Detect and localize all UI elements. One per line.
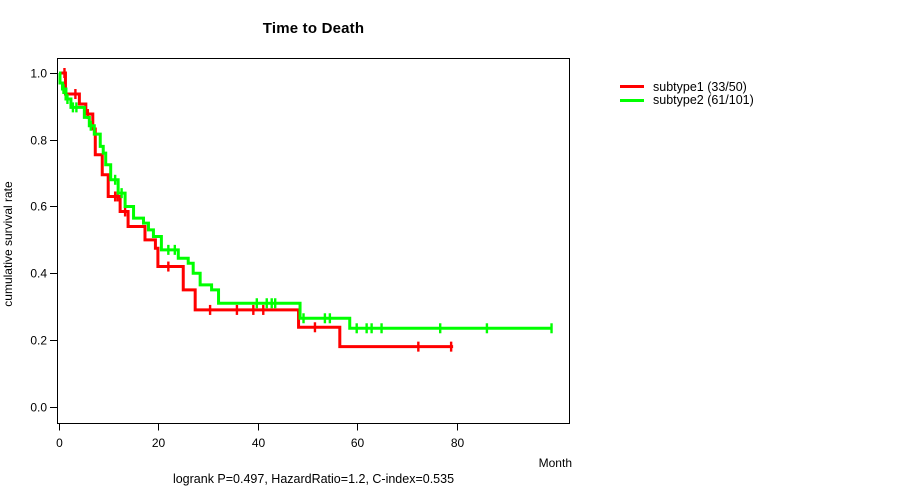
y-tick-label: 0.6 (30, 200, 47, 214)
y-tick-label: 1.0 (30, 67, 47, 81)
x-tick-label: 20 (152, 436, 166, 450)
plot-box (57, 58, 570, 424)
x-axis-title: Month (538, 456, 572, 470)
curve-subtype2 (58, 71, 552, 330)
x-tick-label: 80 (451, 436, 465, 450)
x-tick-label: 40 (252, 436, 266, 450)
legend-label: subtype1 (33/50) (653, 79, 747, 94)
y-tick-label: 0.4 (30, 267, 47, 281)
legend-item-subtype2: subtype2 (61/101) (620, 93, 754, 108)
x-tick-label: 60 (351, 436, 365, 450)
legend-item-subtype1: subtype1 (33/50) (620, 80, 754, 94)
legend-label: subtype2 (61/101) (653, 93, 754, 108)
subtype1-line-swatch (620, 85, 644, 89)
subtype2-line-swatch (620, 98, 644, 102)
y-axis-title: cumulative survival rate (1, 181, 15, 307)
y-tick-label: 0.0 (30, 401, 47, 415)
y-tick-label: 0.8 (30, 134, 47, 148)
legend: subtype1 (33/50) subtype2 (61/101) (620, 80, 754, 107)
x-tick-label: 0 (56, 436, 63, 450)
y-tick-label: 0.2 (30, 334, 47, 348)
stats-annotation: logrank P=0.497, HazardRatio=1.2, C-inde… (172, 472, 455, 486)
page-title: Time to Death (262, 20, 365, 37)
